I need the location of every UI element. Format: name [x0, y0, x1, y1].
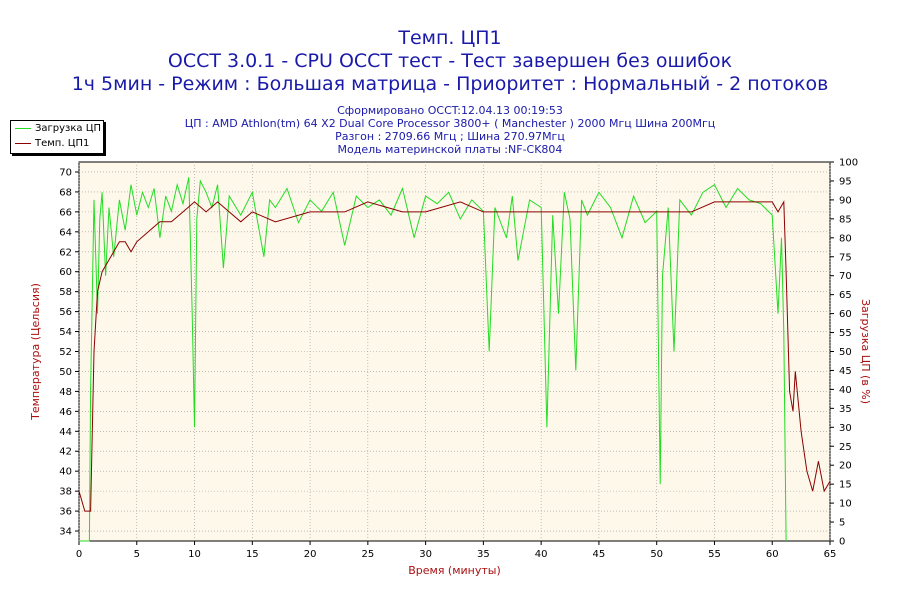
- x-tick-label: 60: [766, 549, 779, 560]
- info-generated: Сформировано OCCT:12.04.13 00:19:53: [337, 104, 563, 117]
- y-axis-label-left: Температура (Цельсия): [29, 283, 42, 421]
- legend-swatch-temp: [15, 142, 31, 144]
- chart-legend: Загрузка ЦП Темп. ЦП1: [10, 120, 104, 154]
- y-tick-label-right: 65: [839, 290, 852, 301]
- x-axis-label: Время (минуты): [408, 564, 501, 577]
- y-tick-label-left: 50: [59, 367, 72, 378]
- x-tick-label: 10: [188, 549, 201, 560]
- x-tick-label: 5: [134, 549, 140, 560]
- x-tick-label: 45: [593, 549, 606, 560]
- x-tick-label: 35: [477, 549, 490, 560]
- y-tick-label-right: 30: [839, 423, 852, 434]
- y-tick-label-left: 46: [59, 407, 72, 418]
- y-tick-label-left: 68: [59, 187, 72, 198]
- x-tick-label: 50: [650, 549, 663, 560]
- x-tick-label: 25: [361, 549, 374, 560]
- y-tick-label-left: 62: [59, 247, 72, 258]
- info-motherboard: Модель материнской платы :NF-CK804: [337, 143, 563, 156]
- series-line-temp: [78, 200, 831, 512]
- y-tick-label-left: 60: [59, 267, 72, 278]
- y-tick-label-left: 38: [59, 487, 72, 498]
- y-tick-label-right: 90: [839, 195, 852, 206]
- y-tick-label-right: 10: [839, 499, 852, 510]
- chart-subtitle-details: 1ч 5мин - Режим : Большая матрица - Прио…: [71, 73, 829, 95]
- y-tick-label-right: 75: [839, 252, 852, 263]
- y-tick-label-left: 42: [59, 447, 72, 458]
- legend-label-load: Загрузка ЦП: [35, 123, 102, 134]
- y-tick-label-right: 70: [839, 271, 852, 282]
- y-tick-label-right: 5: [839, 518, 845, 529]
- y-tick-label-left: 44: [59, 427, 72, 438]
- legend-label-temp: Темп. ЦП1: [35, 138, 90, 149]
- y-tick-label-right: 35: [839, 404, 852, 415]
- x-tick-label: 65: [824, 549, 837, 560]
- x-tick-label: 20: [304, 549, 317, 560]
- y-tick-label-left: 58: [59, 287, 72, 298]
- y-tick-label-right: 15: [839, 480, 852, 491]
- x-tick-label: 30: [419, 549, 432, 560]
- legend-item-load: Загрузка ЦП: [15, 122, 101, 136]
- series-line-load: [79, 177, 787, 542]
- x-tick-label: 55: [708, 549, 721, 560]
- x-tick-label: 15: [246, 549, 259, 560]
- y-axis-label-right: Загрузка ЦП (в %): [859, 299, 872, 404]
- y-tick-label-right: 40: [839, 385, 852, 396]
- info-overclock: Разгон : 2709.66 Мгц ; Шина 270.97Мгц: [335, 130, 565, 143]
- y-tick-label-right: 0: [839, 537, 845, 548]
- y-tick-label-left: 48: [59, 387, 72, 398]
- y-tick-label-right: 80: [839, 233, 852, 244]
- x-tick-label: 40: [535, 549, 548, 560]
- chart-title: Темп. ЦП1: [398, 27, 502, 49]
- y-tick-label-left: 56: [59, 307, 72, 318]
- y-tick-label-left: 34: [59, 527, 72, 538]
- y-tick-label-left: 54: [59, 327, 72, 338]
- y-tick-label-left: 66: [59, 207, 72, 218]
- y-tick-label-right: 85: [839, 214, 852, 225]
- y-tick-label-right: 45: [839, 366, 852, 377]
- y-tick-label-left: 70: [59, 167, 72, 178]
- chart-subtitle: OCCT 3.0.1 - CPU OCCT тест - Тест заверш…: [167, 50, 733, 72]
- y-tick-label-left: 36: [59, 507, 72, 518]
- y-tick-label-right: 20: [839, 461, 852, 472]
- y-tick-label-right: 60: [839, 309, 852, 320]
- y-tick-label-right: 95: [839, 176, 852, 187]
- legend-swatch-load: [15, 127, 31, 129]
- y-tick-label-left: 52: [59, 347, 72, 358]
- y-tick-label-right: 25: [839, 442, 852, 453]
- y-tick-label-right: 55: [839, 328, 852, 339]
- y-tick-label-right: 50: [839, 347, 852, 358]
- y-tick-label-left: 40: [59, 467, 72, 478]
- legend-item-temp: Темп. ЦП1: [15, 137, 89, 151]
- y-tick-label-right: 100: [839, 158, 858, 169]
- info-cpu: ЦП : AMD Athlon(tm) 64 X2 Dual Core Proc…: [184, 117, 716, 130]
- x-tick-label: 0: [76, 549, 82, 560]
- y-tick-label-left: 64: [59, 227, 72, 238]
